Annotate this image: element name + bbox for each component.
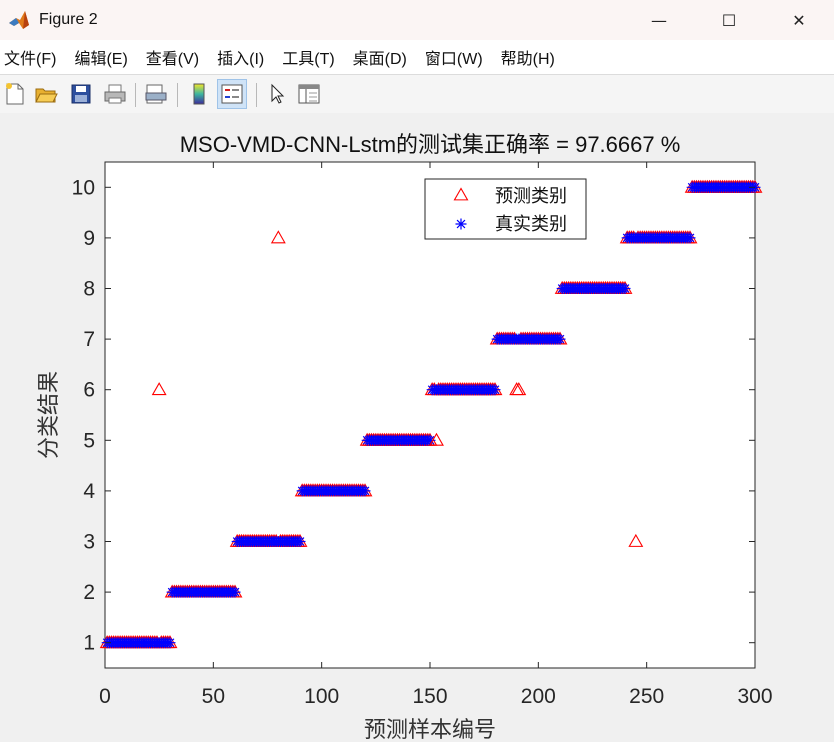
property-inspector-icon[interactable] — [294, 79, 324, 109]
plot-area — [104, 161, 756, 669]
print-preview-icon[interactable] — [141, 79, 171, 109]
menu-insert[interactable]: 插入(I) — [217, 51, 265, 68]
x-tick-label: 150 — [412, 685, 447, 708]
x-tick-label: 100 — [304, 685, 339, 708]
x-tick-label: 300 — [737, 685, 772, 708]
x-tick-label: 0 — [99, 685, 111, 708]
data-markers — [99, 179, 763, 649]
misclassified-marker — [151, 382, 167, 396]
figure-canvas: 0 50 100 150 200 250 300 1 2 3 4 5 6 7 8 9 10 MSO-VMD-CN… — [0, 113, 834, 742]
menu-window[interactable]: 窗口(W) — [424, 51, 483, 68]
misclassified-marker — [628, 533, 644, 547]
legend-label-actual: 真实类别 — [495, 214, 567, 235]
legend-label-predicted: 预测类别 — [495, 186, 567, 207]
window-titlebar: Figure 2 — ☐ ✕ — [0, 0, 834, 40]
y-axis-label: 分类结果 — [37, 371, 62, 459]
actual-marker — [229, 586, 241, 598]
menu-view[interactable]: 查看(V) — [145, 51, 200, 68]
matlab-logo-icon — [9, 11, 29, 29]
y-tick-label: 4 — [83, 480, 95, 503]
print-icon[interactable] — [100, 79, 130, 109]
actual-marker — [359, 485, 371, 497]
y-tick-label: 9 — [83, 227, 95, 250]
menu-desktop[interactable]: 桌面(D) — [352, 51, 407, 68]
actual-marker — [164, 637, 176, 649]
actual-marker — [424, 434, 436, 446]
window-title: Figure 2 — [39, 11, 98, 28]
x-tick-label: 200 — [521, 685, 556, 708]
toolbar-separator — [256, 83, 257, 107]
y-tick-label: 10 — [72, 176, 95, 199]
chart-title: MSO-VMD-CNN-Lstm的测试集正确率 = 97.6667 % — [180, 132, 681, 157]
y-tick-label: 7 — [83, 328, 95, 351]
legend[interactable]: 预测类别 真实类别 — [424, 178, 587, 240]
menu-help[interactable]: 帮助(H) — [500, 51, 555, 68]
x-axis-label: 预测样本编号 — [364, 718, 496, 742]
actual-marker — [619, 283, 631, 294]
legend-predicted-marker — [453, 187, 469, 201]
pointer-icon[interactable] — [262, 79, 292, 109]
figure-toolbar — [0, 74, 834, 114]
legend-markers — [453, 187, 469, 230]
close-button[interactable]: ✕ — [792, 10, 806, 30]
misclassified-marker — [429, 432, 444, 446]
legend-icon[interactable] — [217, 79, 247, 109]
open-file-icon[interactable] — [31, 79, 61, 109]
colorbar-icon[interactable] — [184, 79, 214, 109]
actual-marker — [294, 536, 306, 547]
y-tick-label: 3 — [83, 531, 95, 554]
actual-marker — [554, 333, 566, 345]
legend-actual-marker — [455, 218, 467, 230]
y-tick-label: 2 — [83, 581, 95, 604]
menubar: 文件(F) 编辑(E) 查看(V) 插入(I) 工具(T) 桌面(D) 窗口(W… — [0, 40, 834, 103]
x-tick-label: 250 — [629, 685, 664, 708]
misclassified-marker — [270, 230, 286, 244]
axis-ticks: 0 50 100 150 200 250 300 1 2 3 4 5 6 7 8 9 10 — [72, 162, 773, 708]
toolbar-separator — [135, 83, 136, 107]
x-tick-label: 50 — [202, 685, 225, 708]
minimize-button[interactable]: — — [651, 10, 667, 30]
legend-box — [424, 178, 587, 240]
misclassified-marker — [511, 382, 527, 396]
save-icon[interactable] — [66, 79, 96, 109]
y-tick-label: 1 — [83, 632, 95, 655]
menu-file[interactable]: 文件(F) — [4, 51, 57, 68]
y-tick-label: 6 — [83, 379, 95, 402]
actual-marker — [684, 232, 696, 244]
menu-edit[interactable]: 编辑(E) — [74, 51, 128, 68]
new-figure-icon[interactable] — [0, 79, 30, 109]
actual-marker — [489, 384, 501, 396]
y-tick-label: 8 — [83, 278, 95, 301]
menu-tools[interactable]: 工具(T) — [282, 51, 335, 68]
y-tick-label: 5 — [83, 429, 95, 452]
toolbar-separator — [177, 83, 178, 107]
maximize-button[interactable]: ☐ — [721, 10, 737, 30]
